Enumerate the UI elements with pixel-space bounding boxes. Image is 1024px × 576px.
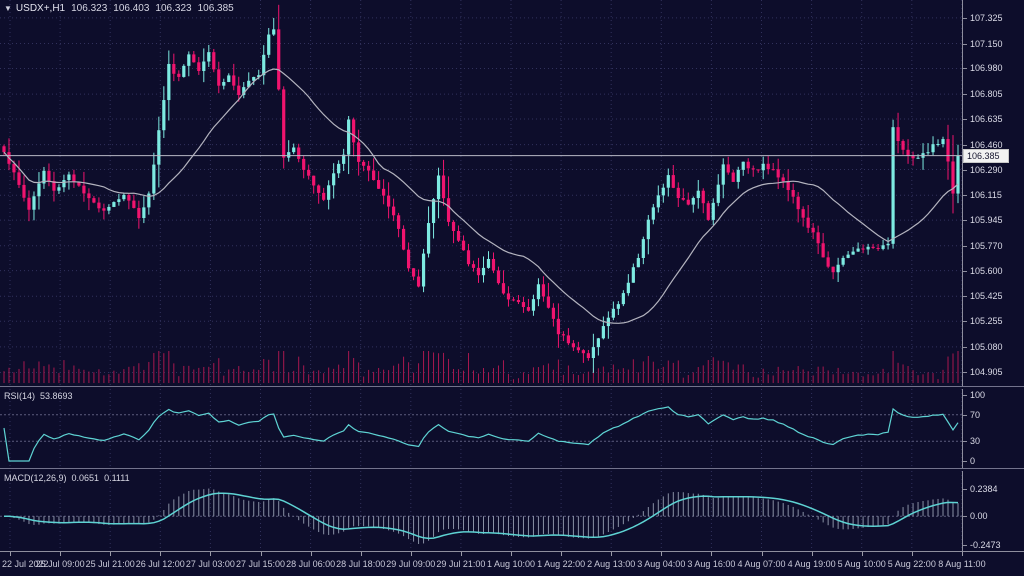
rsi-axis-label: 0 — [962, 456, 976, 466]
price-axis-label: 106.980 — [963, 63, 1003, 74]
symbol-label: USDX+,H1 — [15, 3, 66, 14]
rsi-panel[interactable]: RSI(14) 53.8693 — [0, 389, 962, 468]
price-axis-label: 106.635 — [963, 114, 1003, 124]
macd-label: MACD(12,26,9) 0.0651 0.1111 — [4, 473, 135, 483]
rsi-chart[interactable] — [0, 389, 962, 468]
time-tick — [210, 552, 212, 556]
price-axis[interactable]: 106.385 107.325 107.150 106.980 106.805 106.… — [962, 0, 1024, 386]
price-axis-label: 105.600 — [963, 265, 1003, 276]
time-tick — [310, 552, 312, 556]
time-axis-label: 29 Jul 09:00 — [386, 559, 436, 569]
time-axis-label: 28 Jul 06:00 — [286, 559, 336, 569]
time-axis-label: 1 Aug 10:00 — [486, 559, 536, 569]
time-axis-label: 27 Jul 03:00 — [185, 559, 235, 569]
macd-name: MACD(12,26,9) — [4, 473, 67, 483]
time-axis-label: 27 Jul 15:00 — [235, 559, 286, 569]
time-axis-label: 2 Aug 13:00 — [587, 559, 636, 569]
time-tick — [811, 552, 813, 556]
time-axis-label: 5 Aug 10:00 — [837, 559, 886, 569]
chart-header: ▼ USDX+,H1 106.323 106.403 106.323 106.385 — [4, 3, 234, 14]
time-tick — [110, 552, 112, 556]
time-tick — [60, 552, 62, 556]
rsi-axis[interactable]: 100 70 30 0 — [962, 389, 1024, 468]
ohlc-low: 106.323 — [155, 3, 192, 14]
rsi-label: RSI(14) 53.8693 — [4, 391, 78, 401]
macd-panel[interactable]: MACD(12,26,9) 0.0651 0.1111 — [0, 471, 962, 551]
time-tick — [711, 552, 713, 556]
price-axis-label: 107.150 — [963, 38, 1003, 49]
time-axis-label: 1 Aug 22:00 — [537, 559, 586, 569]
time-tick — [911, 552, 913, 556]
rsi-value: 53.8693 — [40, 391, 73, 401]
macd-axis-label: -0.2473 — [963, 539, 1001, 550]
time-tick — [561, 552, 563, 556]
time-tick — [661, 552, 663, 556]
time-axis-label: 25 Jul 09:00 — [35, 559, 85, 569]
ohlc-open: 106.323 — [71, 3, 108, 14]
rsi-axis-label: 70 — [962, 409, 981, 420]
panel-separator[interactable] — [0, 468, 1024, 471]
time-tick — [160, 552, 162, 556]
time-axis-label: 4 Aug 07:00 — [737, 559, 786, 569]
time-axis-label: 29 Jul 21:00 — [436, 559, 486, 569]
main-chart-panel[interactable]: ▼ USDX+,H1 106.323 106.403 106.323 106.385 — [0, 0, 962, 386]
macd-axis-label: 0.00 — [963, 511, 988, 522]
macd-chart[interactable] — [0, 471, 962, 551]
macd-axis-label: 0.2384 — [963, 483, 998, 494]
symbol-dropdown-icon[interactable]: ▼ — [4, 4, 12, 13]
time-axis-label: 3 Aug 04:00 — [637, 559, 686, 569]
time-axis-label: 4 Aug 19:00 — [787, 559, 836, 569]
time-tick — [10, 552, 11, 556]
time-axis-label: 25 Jul 21:00 — [85, 559, 135, 569]
time-tick — [410, 552, 412, 556]
panel-separator[interactable] — [0, 386, 1024, 389]
time-axis-label: 28 Jul 18:00 — [336, 559, 386, 569]
rsi-name: RSI(14) — [4, 391, 36, 401]
time-tick — [611, 552, 613, 556]
time-axis-label: 5 Aug 22:00 — [887, 559, 936, 569]
time-tick — [861, 552, 863, 556]
price-axis-label: 105.425 — [963, 291, 1003, 302]
price-axis-label: 106.115 — [963, 190, 1002, 201]
price-axis-label: 105.770 — [963, 240, 1003, 251]
price-axis-label: 106.805 — [963, 89, 1003, 100]
current-price-tag: 106.385 — [963, 148, 1009, 163]
rsi-axis-label: 30 — [962, 436, 981, 447]
price-axis-label: 105.255 — [963, 316, 1003, 327]
macd-value-main: 0.0651 — [71, 473, 100, 483]
time-tick — [360, 552, 362, 556]
time-tick — [460, 552, 462, 556]
time-tick — [961, 552, 963, 556]
price-axis-label: 105.945 — [963, 215, 1003, 226]
price-axis-label: 106.460 — [963, 139, 1003, 150]
candlestick-chart[interactable] — [0, 0, 962, 386]
ohlc-high: 106.403 — [113, 3, 150, 14]
time-axis-label: 3 Aug 16:00 — [687, 559, 736, 569]
price-axis-label: 107.325 — [963, 12, 1003, 23]
time-axis-label: 26 Jul 12:00 — [135, 559, 185, 569]
macd-axis[interactable]: 0.2384 0.00 -0.2473 — [962, 471, 1024, 551]
price-axis-label: 106.290 — [963, 164, 1003, 175]
time-axis[interactable]: 22 Jul 2022 25 Jul 09:00 25 Jul 21:00 26 Ju… — [0, 551, 1024, 576]
price-axis-label: 105.080 — [963, 341, 1003, 352]
time-tick — [761, 552, 763, 556]
time-axis-label: 8 Aug 11:00 — [938, 559, 986, 569]
ohlc-close: 106.385 — [197, 3, 234, 14]
time-tick — [511, 552, 512, 556]
time-tick — [260, 552, 262, 556]
macd-value-signal: 0.1111 — [104, 473, 130, 483]
time-axis-label: 22 Jul 2022 — [2, 559, 49, 569]
rsi-axis-label: 100 — [962, 390, 986, 400]
price-axis-label: 104.905 — [963, 367, 1003, 378]
